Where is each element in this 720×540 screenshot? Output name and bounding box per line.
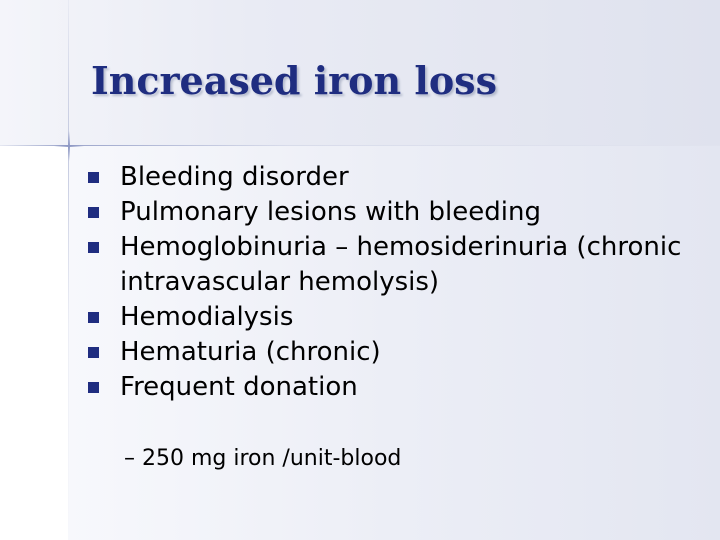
square-bullet-icon <box>88 347 99 358</box>
bullet-text: Hemoglobinuria – hemosiderinuria (chroni… <box>120 232 682 297</box>
sparkle-icon <box>54 131 84 161</box>
horizontal-rule <box>0 145 720 146</box>
square-bullet-icon <box>88 242 99 253</box>
sub-bullet-text: – 250 mg iron /unit-blood <box>124 446 402 471</box>
body-band <box>68 146 720 540</box>
vertical-rule <box>68 0 69 540</box>
header-band <box>0 0 720 146</box>
bullet-list: Bleeding disorder Pulmonary lesions with… <box>88 160 708 405</box>
bullet-text: Hemodialysis <box>120 302 294 332</box>
left-margin <box>0 146 68 540</box>
square-bullet-icon <box>88 172 99 183</box>
square-bullet-icon <box>88 382 99 393</box>
list-item: Hematuria (chronic) <box>88 335 708 370</box>
list-item: Frequent donation <box>88 370 708 405</box>
list-item: Hemodialysis <box>88 300 708 335</box>
bullet-text: Frequent donation <box>120 372 358 402</box>
list-item: Pulmonary lesions with bleeding <box>88 195 708 230</box>
list-item: Bleeding disorder <box>88 160 708 195</box>
bullet-text: Pulmonary lesions with bleeding <box>120 197 541 227</box>
square-bullet-icon <box>88 312 99 323</box>
slide-title: Increased iron loss <box>91 58 497 103</box>
bullet-text: Bleeding disorder <box>120 162 349 192</box>
list-item: Hemoglobinuria – hemosiderinuria (chroni… <box>88 230 708 300</box>
square-bullet-icon <box>88 207 99 218</box>
bullet-text: Hematuria (chronic) <box>120 337 381 367</box>
